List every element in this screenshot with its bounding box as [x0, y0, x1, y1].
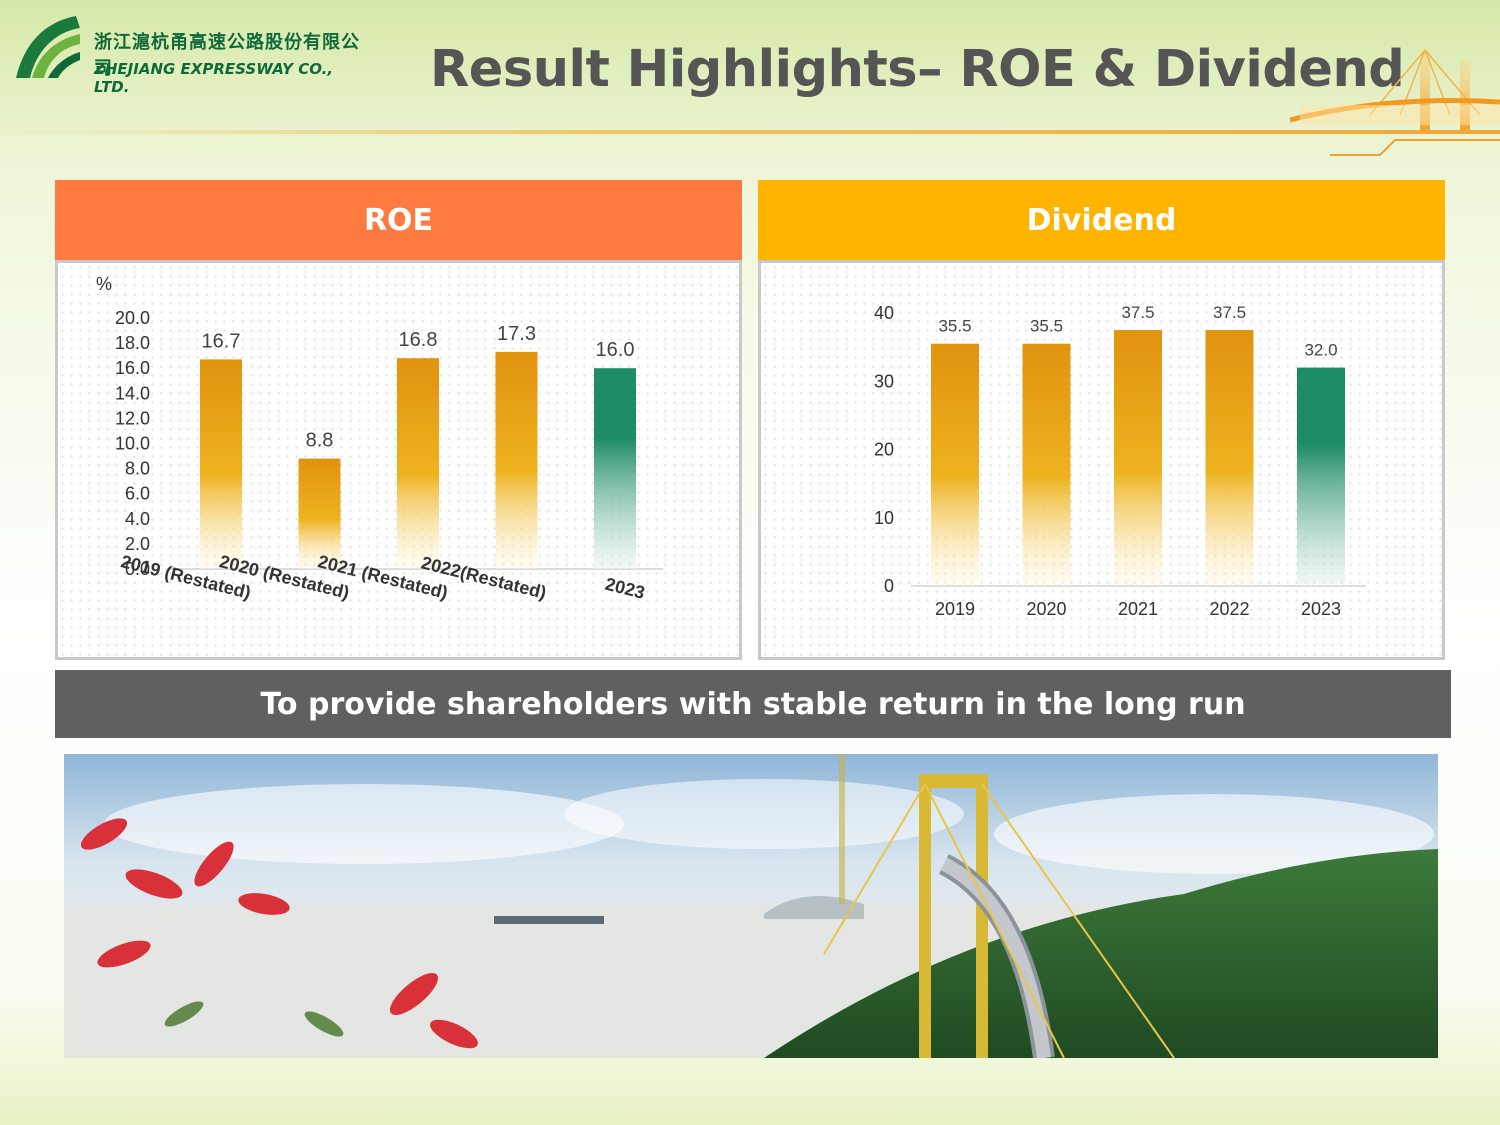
- roe-value-label: 16.0: [596, 339, 635, 361]
- roe-y-tick-label: 2.0: [125, 534, 150, 554]
- roe-y-tick-label: 12.0: [115, 408, 150, 428]
- roe-y-tick-label: 0.0: [125, 559, 150, 579]
- roe-bar: [200, 359, 242, 569]
- bridge-landscape-photo: [64, 754, 1438, 1058]
- div-y-tick-label: 20: [874, 440, 894, 460]
- div-bar: [931, 343, 979, 586]
- roe-bar: [495, 351, 538, 569]
- div-value-label: 32.0: [1304, 341, 1337, 360]
- div-value-label: 37.5: [1213, 303, 1246, 322]
- roe-y-tick-label: 20.0: [115, 308, 150, 328]
- div-bar: [1297, 367, 1345, 586]
- div-y-tick-label: 10: [874, 508, 894, 528]
- roe-y-tick-label: 4.0: [125, 509, 150, 529]
- div-value-label: 35.5: [938, 317, 971, 336]
- div-category-label: 2023: [1301, 599, 1341, 619]
- div-bar: [1205, 330, 1254, 586]
- roe-panel-title: ROE: [55, 180, 742, 260]
- slogan-banner: To provide shareholders with stable retu…: [55, 670, 1451, 738]
- header-divider: [0, 130, 1500, 134]
- dividend-bar-chart: 0 10 20 30 40 35.5 35.5 37.5 37.5 32.0 2019 2020 2…: [874, 303, 1366, 619]
- roe-bar: [298, 458, 341, 569]
- div-y-tick-label: 30: [874, 371, 894, 391]
- logo-swoosh-icon: [16, 16, 80, 78]
- div-value-label: 35.5: [1030, 317, 1063, 336]
- company-name-en: ZHEJIANG EXPRESSWAY CO., LTD.: [94, 60, 334, 96]
- roe-value-label: 17.3: [497, 323, 536, 345]
- div-category-label: 2022: [1209, 599, 1249, 619]
- company-logo: 浙江滬杭甬高速公路股份有限公司 ZHEJIANG EXPRESSWAY CO.,…: [14, 14, 364, 96]
- roe-value-label: 16.7: [202, 330, 241, 352]
- dividend-chart-panel: 0 10 20 30 40 35.5 35.5 37.5 37.5 32.0 2019 2020 2…: [758, 260, 1445, 660]
- roe-category-label: 2023: [603, 574, 647, 603]
- div-y-tick-label: 0: [884, 576, 894, 596]
- roe-bar: [594, 368, 636, 569]
- roe-y-tick-label: 10.0: [115, 434, 150, 454]
- company-name-cn: 浙江滬杭甬高速公路股份有限公司: [94, 32, 360, 79]
- div-category-label: 2019: [935, 599, 975, 619]
- roe-bar-chart: % 0.0 2.0 4.0 6.0 8.0 10.0 12.0 14.0 16.0 18.0 20.…: [96, 274, 663, 603]
- dividend-panel-title: Dividend: [758, 180, 1445, 260]
- div-bar: [1022, 343, 1071, 586]
- roe-y-tick-label: 18.0: [115, 333, 150, 353]
- div-value-label: 37.5: [1121, 303, 1154, 322]
- roe-y-tick-label: 6.0: [125, 484, 150, 504]
- div-bar: [1114, 330, 1162, 586]
- roe-y-tick-label: 16.0: [115, 358, 150, 378]
- div-category-label: 2020: [1026, 599, 1066, 619]
- div-category-label: 2021: [1118, 599, 1158, 619]
- roe-chart-panel: % 0.0 2.0 4.0 6.0 8.0 10.0 12.0 14.0 16.0 18.0 20.…: [55, 260, 742, 660]
- roe-bar: [397, 358, 439, 569]
- roe-unit-label: %: [96, 274, 112, 294]
- roe-y-tick-label: 14.0: [115, 383, 150, 403]
- roe-y-tick-label: 8.0: [125, 459, 150, 479]
- div-y-tick-label: 40: [874, 303, 894, 323]
- roe-value-label: 16.8: [399, 329, 438, 351]
- header-bridge-illustration: [1289, 49, 1500, 156]
- roe-value-label: 8.8: [306, 430, 334, 452]
- page-title: Result Highlights– ROE & Dividend: [430, 40, 1405, 99]
